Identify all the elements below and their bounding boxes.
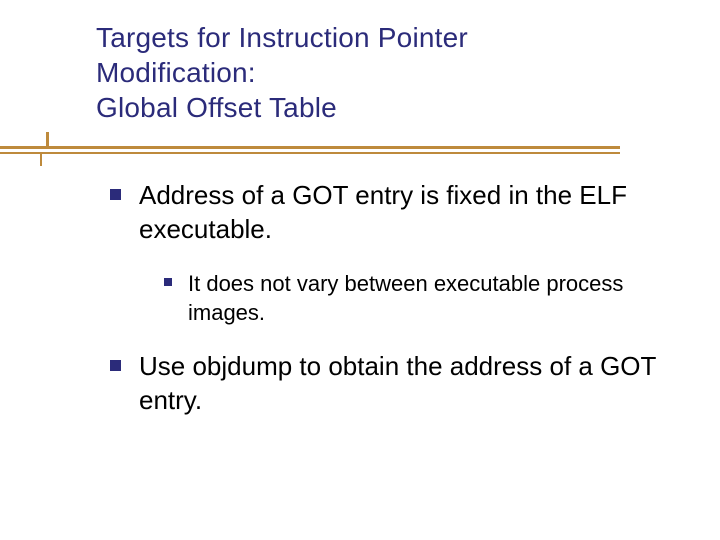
rule-tick-top <box>46 132 49 146</box>
slide: Targets for Instruction Pointer Modifica… <box>0 0 720 540</box>
rule-thick <box>0 146 620 149</box>
title-underline <box>0 146 720 154</box>
rule-tick-bottom <box>40 152 42 166</box>
square-bullet-icon <box>110 360 121 371</box>
square-bullet-icon <box>164 278 172 286</box>
title-line-2: Modification: <box>96 55 656 90</box>
square-bullet-icon <box>110 189 121 200</box>
slide-body: Address of a GOT entry is fixed in the E… <box>110 178 670 439</box>
sublist: It does not vary between executable proc… <box>164 269 670 327</box>
list-item: It does not vary between executable proc… <box>164 269 670 327</box>
slide-title: Targets for Instruction Pointer Modifica… <box>96 20 656 125</box>
list-item: Use objdump to obtain the address of a G… <box>110 349 670 418</box>
list-item-text: It does not vary between executable proc… <box>188 269 670 327</box>
list-item: Address of a GOT entry is fixed in the E… <box>110 178 670 247</box>
title-line-3: Global Offset Table <box>96 90 656 125</box>
list-item-text: Use objdump to obtain the address of a G… <box>139 349 670 418</box>
list-item-text: Address of a GOT entry is fixed in the E… <box>139 178 670 247</box>
title-line-1: Targets for Instruction Pointer <box>96 20 656 55</box>
rule-thin <box>0 152 620 154</box>
